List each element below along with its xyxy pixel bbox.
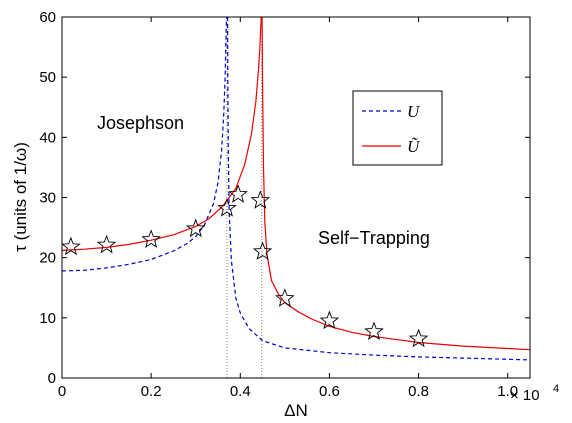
y-axis-label: τ (units of 1/ω) bbox=[11, 142, 30, 252]
legend-box bbox=[352, 90, 443, 166]
y-tick-label-6: 60 bbox=[39, 9, 56, 26]
star-marker-10 bbox=[319, 310, 340, 330]
x-tick-label-5: 1.0 bbox=[497, 383, 518, 400]
series-U-tilde-right-branch bbox=[261, 17, 530, 351]
x-tick-label-3: 0.6 bbox=[319, 383, 340, 400]
x-multiplier-base: × 10 bbox=[510, 387, 540, 404]
y-tick-label-5: 50 bbox=[39, 69, 56, 86]
star-marker-5 bbox=[217, 197, 237, 217]
series-U-right-branch bbox=[227, 17, 530, 361]
star-marker-2 bbox=[96, 234, 117, 254]
x-tick-label-2: 0.4 bbox=[230, 383, 251, 400]
marker-layer bbox=[61, 184, 429, 348]
star-marker-12 bbox=[408, 328, 429, 348]
x-axis-label: ΔN bbox=[284, 401, 308, 420]
series-layer bbox=[62, 17, 530, 361]
y-tick-label-3: 30 bbox=[39, 190, 56, 207]
star-marker-1 bbox=[61, 236, 81, 256]
star-marker-4 bbox=[186, 218, 206, 238]
y-tick-label-2: 20 bbox=[39, 250, 56, 267]
x-multiplier: × 10 4 bbox=[510, 383, 559, 404]
x-tick-label-1: 0.2 bbox=[141, 383, 162, 400]
star-marker-7 bbox=[250, 190, 271, 209]
y-tick-label-0: 0 bbox=[48, 370, 56, 387]
y-tick-label-4: 40 bbox=[39, 129, 56, 146]
tick-layer: 0 0.2 0.4 0.6 0.8 1.0 0 10 20 30 40 50 60 bbox=[39, 9, 530, 400]
x-multiplier-exponent: 4 bbox=[553, 383, 559, 395]
x-tick-label-0: 0 bbox=[58, 383, 66, 400]
x-tick-label-4: 0.8 bbox=[408, 383, 429, 400]
star-marker-8 bbox=[252, 241, 273, 260]
legend: U Ũ bbox=[352, 90, 443, 166]
legend-label-U: U bbox=[407, 102, 421, 121]
legend-label-U-tilde: Ũ bbox=[407, 137, 421, 156]
star-marker-11 bbox=[364, 321, 384, 341]
star-marker-3 bbox=[141, 229, 161, 248]
plot-frame bbox=[61, 16, 531, 379]
series-U-tilde-left-branch bbox=[62, 17, 262, 251]
annotation-josephson: Josephson bbox=[97, 113, 184, 133]
critical-lines bbox=[226, 17, 263, 378]
star-marker-9 bbox=[275, 288, 295, 307]
annotation-self-trapping: Self−Trapping bbox=[318, 228, 430, 248]
star-marker-6 bbox=[228, 184, 248, 203]
series-U-left-branch bbox=[62, 17, 228, 272]
y-tick-label-1: 10 bbox=[39, 310, 56, 327]
